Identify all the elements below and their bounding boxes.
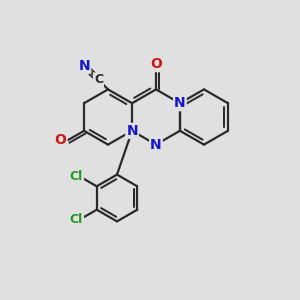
Text: C: C <box>94 73 103 86</box>
Text: Cl: Cl <box>70 170 83 183</box>
Text: N: N <box>174 96 186 110</box>
Text: O: O <box>55 133 66 147</box>
Text: N: N <box>126 124 138 138</box>
Text: N: N <box>150 138 162 152</box>
Text: Cl: Cl <box>70 213 83 226</box>
Text: N: N <box>79 59 90 73</box>
Text: O: O <box>150 57 162 71</box>
